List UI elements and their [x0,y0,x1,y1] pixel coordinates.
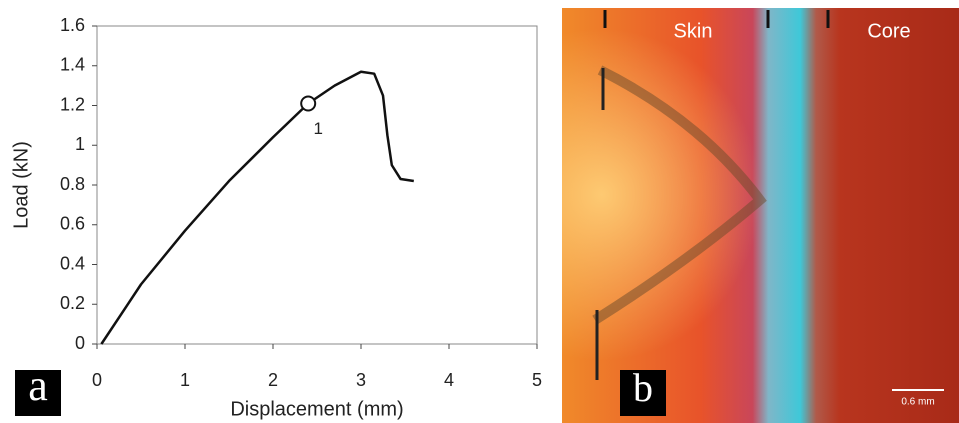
load-curve [100,70,414,345]
y-tick-label: 0.2 [60,293,85,313]
panel-label: b [633,365,653,410]
annotation-marker [300,95,317,112]
y-tick-label: 1.4 [60,55,85,75]
y-tick-label: 1.6 [60,15,85,35]
panel-label: a [28,361,48,410]
y-tick-label: 1 [75,134,85,154]
y-tick-label: 0.4 [60,253,85,273]
scale-bar-label: 0.6 mm [901,397,934,408]
plot-frame [96,25,538,345]
y-tick-label: 0.8 [60,174,85,194]
micrograph-glow [562,8,959,423]
x-tick-label: 5 [532,370,542,390]
crack [592,65,767,325]
annotation-label: 1 [313,119,322,138]
micrograph: Skin Core b 0.6 mm [562,8,959,423]
y-axis-label: Load (kN) [10,141,32,229]
region-label: Core [867,20,910,42]
x-tick-label: 4 [444,370,454,390]
x-axis-label: Displacement (mm) [230,398,403,420]
x-tick-label: 0 [92,370,102,390]
y-tick-label: 0 [75,333,85,353]
x-tick-label: 1 [180,370,190,390]
panel-label-box [15,370,61,416]
y-tick-label: 0.6 [60,214,85,234]
x-tick-label: 3 [356,370,366,390]
x-tick-label: 2 [268,370,278,390]
region-label: Skin [674,20,713,42]
panel-label-box [620,370,666,416]
region-marker [603,10,830,28]
notch [595,68,605,380]
y-tick-label: 1.2 [60,94,85,114]
